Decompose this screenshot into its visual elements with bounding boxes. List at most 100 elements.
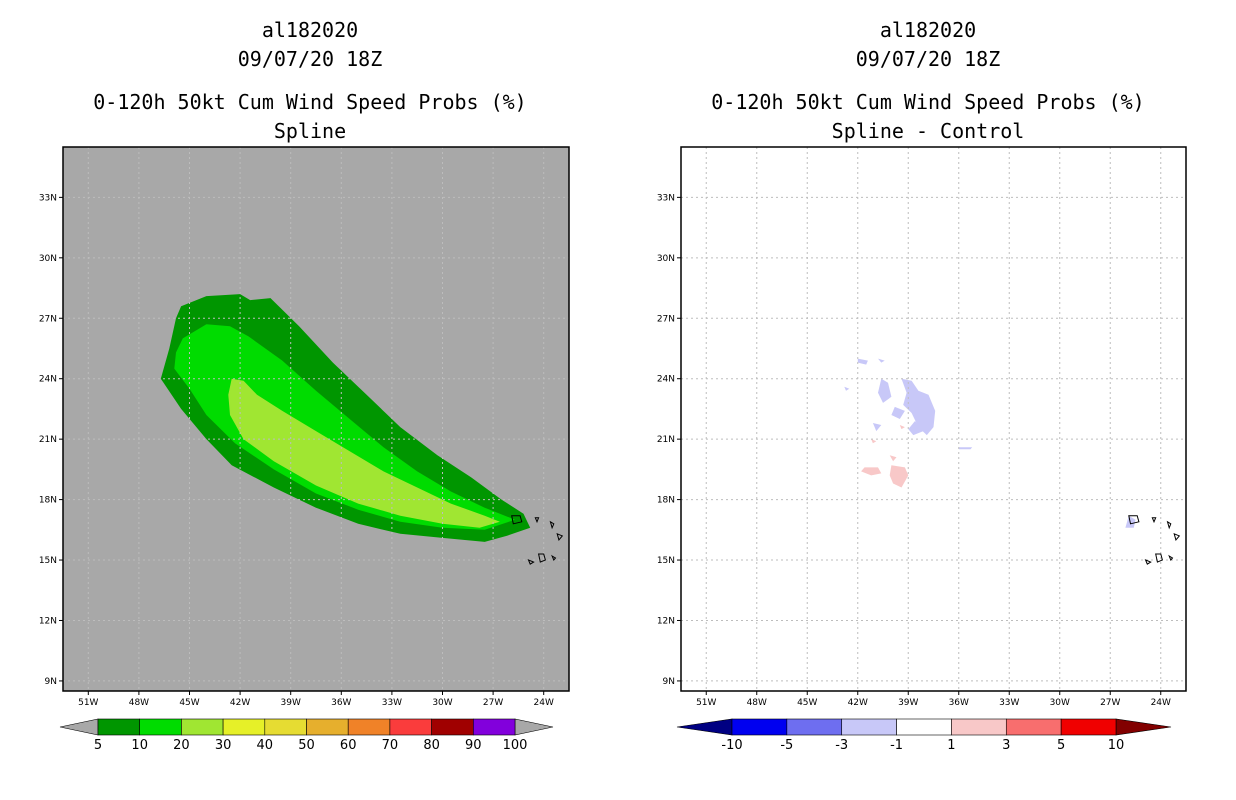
plot-frame [62, 146, 570, 692]
colorbar-swatch-2 [841, 718, 897, 736]
contour-region-4 [908, 421, 924, 436]
colorbar-swatch-3 [896, 718, 952, 736]
lon-tick-label-8: 27W [483, 698, 503, 708]
colorbar-swatch-3 [222, 718, 266, 736]
title-storm-id: al182020 [262, 18, 358, 42]
contour-region-11 [861, 467, 882, 476]
colorbar-label-4: 1 [947, 738, 955, 753]
lat-tick-label-0: 9N [45, 677, 57, 687]
lat-tick-label-4: 21N [657, 435, 675, 445]
colorbar-swatch-8 [431, 718, 474, 736]
colorbar-swatch-4 [264, 718, 307, 736]
panel-spline: al182020 09/07/20 18Z 0-120h 50kt Cum Wi… [39, 18, 570, 753]
colorbar-swatch-4 [951, 718, 1007, 736]
island-outline-6 [551, 554, 557, 561]
lon-tick-label-2: 45W [179, 698, 199, 708]
colorbar: 5 10 20 30 40 50 60 70 80 90 100 [59, 718, 554, 753]
lat-tick-label-7: 30N [39, 254, 57, 264]
contour-region-1 [174, 324, 516, 530]
plot-frame [680, 146, 1187, 692]
lat-axis: 9N 12N 15N 18N 21N 24N 27N 30N 33N [657, 193, 681, 687]
lat-tick-label-8: 33N [657, 193, 675, 203]
panel-spline-minus-control: al182020 09/07/20 18Z 0-120h 50kt Cum Wi… [657, 18, 1187, 753]
contour-region-2 [228, 378, 500, 528]
colorbar-low-arrow [59, 718, 99, 736]
colorbar-label-8: 80 [423, 738, 440, 753]
colorbar-label-4: 40 [257, 738, 274, 753]
colorbar-label-9: 90 [465, 738, 482, 753]
lat-tick-label-4: 21N [39, 435, 57, 445]
colorbar-label-5: 3 [1002, 738, 1010, 753]
island-outline-3 [1173, 532, 1181, 541]
colorbar-swatch-5 [1005, 718, 1062, 736]
colorbar-label-7: 70 [382, 738, 399, 753]
contour-region-6 [878, 358, 885, 363]
coastlines [1128, 515, 1181, 565]
colorbar-high-arrow [514, 718, 554, 736]
title-method: Spline [274, 119, 346, 143]
lon-tick-label-9: 24W [1151, 698, 1171, 708]
island-outline-1 [534, 517, 540, 524]
contour-region-5 [857, 358, 868, 365]
lat-tick-label-2: 15N [39, 556, 57, 566]
lon-tick-label-7: 30W [1050, 698, 1070, 708]
lon-axis: 51W 48W 45W 42W 39W 36W 33W 30W 27W 24W [78, 691, 554, 708]
title-storm-id: al182020 [880, 18, 976, 42]
contour-region-13 [871, 439, 877, 444]
island-outline-2 [549, 520, 555, 530]
lat-tick-label-5: 24N [39, 375, 57, 385]
island-outline-1 [1151, 517, 1157, 524]
colorbar-label-0: 5 [94, 738, 102, 753]
lon-tick-label-5: 36W [331, 698, 351, 708]
lon-tick-label-1: 48W [747, 698, 767, 708]
title-datetime: 09/07/20 18Z [856, 47, 1001, 71]
contour-region-12 [889, 455, 897, 462]
lon-tick-label-7: 30W [432, 698, 452, 708]
colorbar-label-3: 30 [215, 738, 232, 753]
lat-tick-label-3: 18N [39, 496, 57, 506]
title-product: 0-120h 50kt Cum Wind Speed Probs (%) [711, 90, 1144, 114]
colorbar-swatch-2 [181, 718, 224, 736]
lon-tick-label-4: 39W [898, 698, 918, 708]
lon-tick-label-5: 36W [949, 698, 969, 708]
island-outline-4 [537, 553, 547, 563]
colorbar-swatch-9 [472, 718, 516, 736]
contour-region-2 [891, 406, 905, 419]
contour-region-3 [872, 423, 882, 432]
lat-tick-label-6: 27N [657, 314, 675, 324]
lat-tick-label-2: 15N [657, 556, 675, 566]
lat-tick-label-6: 27N [39, 314, 57, 324]
lon-tick-label-0: 51W [78, 698, 98, 708]
colorbar-swatch-6 [347, 718, 391, 736]
lat-tick-label-5: 24N [657, 375, 675, 385]
lon-tick-label-4: 39W [281, 698, 301, 708]
lon-tick-label-3: 42W [230, 698, 250, 708]
lon-tick-label-6: 33W [999, 698, 1019, 708]
colorbar-label-10: 100 [503, 738, 528, 753]
lat-tick-label-0: 9N [663, 677, 675, 687]
colorbar: -10 -5 -3 -1 1 3 5 10 [676, 718, 1172, 753]
island-outline-6 [1168, 554, 1174, 561]
lat-tick-label-8: 33N [39, 193, 57, 203]
lon-tick-label-1: 48W [129, 698, 149, 708]
gridlines [681, 147, 1186, 691]
colorbar-low-arrow [676, 718, 733, 736]
contour-region-1 [878, 378, 892, 403]
colorbar-label-5: 50 [298, 738, 315, 753]
lon-axis: 51W 48W 45W 42W 39W 36W 33W 30W 27W 24W [696, 691, 1171, 708]
colorbar-label-3: -1 [890, 738, 903, 753]
lon-tick-label-9: 24W [534, 698, 554, 708]
island-outline-2 [1166, 520, 1172, 530]
colorbar-label-1: 10 [131, 738, 148, 753]
island-outline-0 [1128, 515, 1140, 525]
lon-tick-label-2: 45W [797, 698, 817, 708]
colorbar-swatch-1 [786, 718, 843, 736]
colorbar-swatch-5 [306, 718, 349, 736]
lat-tick-label-1: 12N [657, 616, 675, 626]
gridlines [63, 147, 569, 691]
lon-tick-label-3: 42W [848, 698, 868, 708]
contour-region-10 [889, 465, 909, 488]
title-datetime: 09/07/20 18Z [238, 47, 383, 71]
colorbar-label-1: -5 [780, 738, 793, 753]
